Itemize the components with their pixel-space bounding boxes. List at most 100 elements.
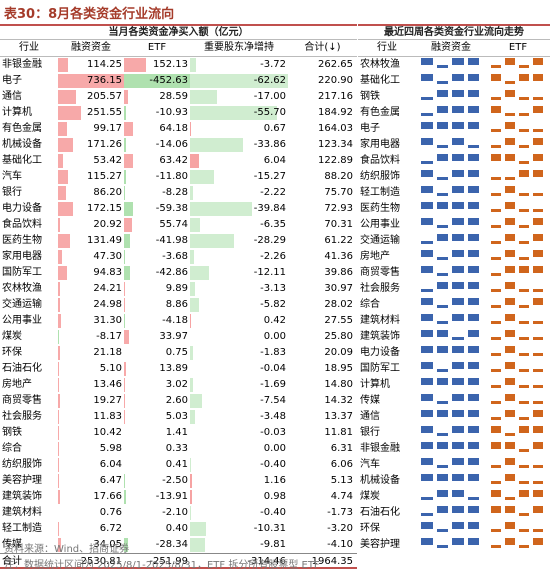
databar	[58, 458, 59, 472]
databar	[124, 90, 129, 104]
holder-cell: 0.42	[190, 313, 288, 329]
trend-bar	[421, 241, 433, 244]
industry-cell: 轻工制造	[0, 521, 58, 537]
margin-trend	[416, 345, 486, 361]
etf-cell: 0.41	[124, 457, 190, 473]
trend-bar	[467, 426, 479, 433]
holder-cell-text: -1.83	[260, 347, 286, 358]
total-cell-text: -1.73	[327, 507, 353, 518]
trend-bar	[519, 490, 529, 497]
trend-bar	[421, 474, 433, 481]
trend-bar	[491, 273, 501, 276]
industry-cell-text: 轻工制造	[2, 523, 42, 534]
table-row: 银行 86.20 -8.28 -2.22 75.70	[0, 185, 357, 201]
industry-cell: 计算机	[0, 105, 58, 121]
holder-cell: 0.00	[190, 441, 288, 457]
table-row: 汽车 115.27 -11.80 -15.27 88.20	[0, 169, 357, 185]
trend-bar	[519, 529, 529, 532]
industry-cell: 家用电器	[0, 249, 58, 265]
trend-bar	[533, 490, 543, 497]
databar	[58, 74, 124, 88]
industry-cell: 环保	[0, 345, 58, 361]
margin-cell-text: 53.42	[93, 155, 122, 166]
industry-cell: 银行	[0, 185, 58, 201]
trend-bar	[421, 74, 433, 81]
trend-bar	[421, 186, 433, 193]
margin-cell: 34.05	[58, 537, 124, 553]
rcol-margin: 融资资金	[431, 42, 471, 53]
industry-cell: 石油石化	[0, 361, 58, 377]
industry-cell: 非银金融	[0, 57, 58, 73]
holder-cell: 0.98	[190, 489, 288, 505]
total-margin: 2530.81	[80, 556, 122, 567]
total-cell: 122.89	[288, 153, 357, 169]
holder-cell: -5.82	[190, 297, 288, 313]
margin-trend	[416, 185, 486, 201]
trend-bar	[519, 209, 529, 212]
etf-cell-text: -4.18	[162, 315, 188, 326]
holder-cell: -6.35	[190, 217, 288, 233]
table-row: 公用事业 31.30 -4.18 0.42 27.55	[0, 313, 357, 329]
trend-bar	[421, 161, 433, 164]
databar	[58, 138, 74, 152]
databar	[124, 186, 126, 200]
databar	[58, 58, 69, 72]
databar	[58, 234, 70, 248]
margin-trend	[416, 201, 486, 217]
trend-bar	[452, 170, 464, 177]
holder-cell-text: -28.29	[253, 235, 286, 246]
etf-cell-text: 1.41	[165, 427, 188, 438]
etf-cell: 0.40	[124, 521, 190, 537]
trend-bar	[491, 385, 501, 388]
holder-cell: -10.31	[190, 521, 288, 537]
etf-cell: -11.80	[124, 169, 190, 185]
trend-industry: 有色金属	[360, 107, 400, 118]
industry-cell-text: 综合	[2, 443, 22, 454]
total-cell: -4.10	[288, 537, 357, 553]
databar	[190, 218, 200, 232]
total-cell: 70.31	[288, 217, 357, 233]
etf-trend	[486, 409, 550, 425]
databar	[190, 74, 288, 88]
trend-row: 环保	[358, 521, 550, 537]
trend-bar	[436, 193, 448, 196]
trend-bar	[491, 129, 501, 132]
industry-cell-text: 非银金融	[2, 59, 42, 70]
databar	[58, 474, 59, 488]
trend-bar	[436, 506, 448, 513]
holder-cell: -3.48	[190, 409, 288, 425]
databar	[58, 122, 67, 136]
etf-trend	[486, 89, 550, 105]
total-cell: 75.70	[288, 185, 357, 201]
etf-trend	[486, 153, 550, 169]
margin-cell-text: 21.18	[93, 347, 122, 358]
trend-bar	[452, 186, 464, 193]
trend-bar	[519, 353, 529, 356]
holder-cell: -0.40	[190, 505, 288, 521]
table-row: 电力设备 172.15 -59.38 -39.84 72.93	[0, 201, 357, 217]
trend-bar	[505, 202, 515, 209]
databar	[124, 266, 131, 280]
margin-cell-text: 10.42	[93, 427, 122, 438]
holder-cell-text: 0.00	[263, 331, 286, 342]
trend-bar	[533, 218, 543, 225]
industry-cell-text: 美容护理	[2, 475, 42, 486]
trend-bar	[452, 362, 464, 369]
margin-cell: 10.42	[58, 425, 124, 441]
margin-cell-text: 17.66	[93, 491, 122, 502]
trend-bar	[491, 74, 501, 81]
trend-bar	[421, 513, 433, 516]
margin-cell: 115.27	[58, 169, 124, 185]
industry-cell: 有色金属	[0, 121, 58, 137]
trend-bar	[519, 417, 529, 420]
trend-bar	[436, 545, 448, 548]
etf-trend	[486, 169, 550, 185]
table-row: 有色金属 99.17 64.18 0.67 164.03	[0, 121, 357, 137]
total-cell: 88.20	[288, 169, 357, 185]
total-etf: -251.99	[149, 556, 188, 567]
table-row: 计算机 251.55 -10.93 -55.70 184.92	[0, 105, 357, 121]
trend-bar	[452, 337, 464, 340]
trend-bar	[421, 113, 433, 116]
trend-bar	[467, 90, 479, 97]
trend-bar	[519, 369, 529, 372]
